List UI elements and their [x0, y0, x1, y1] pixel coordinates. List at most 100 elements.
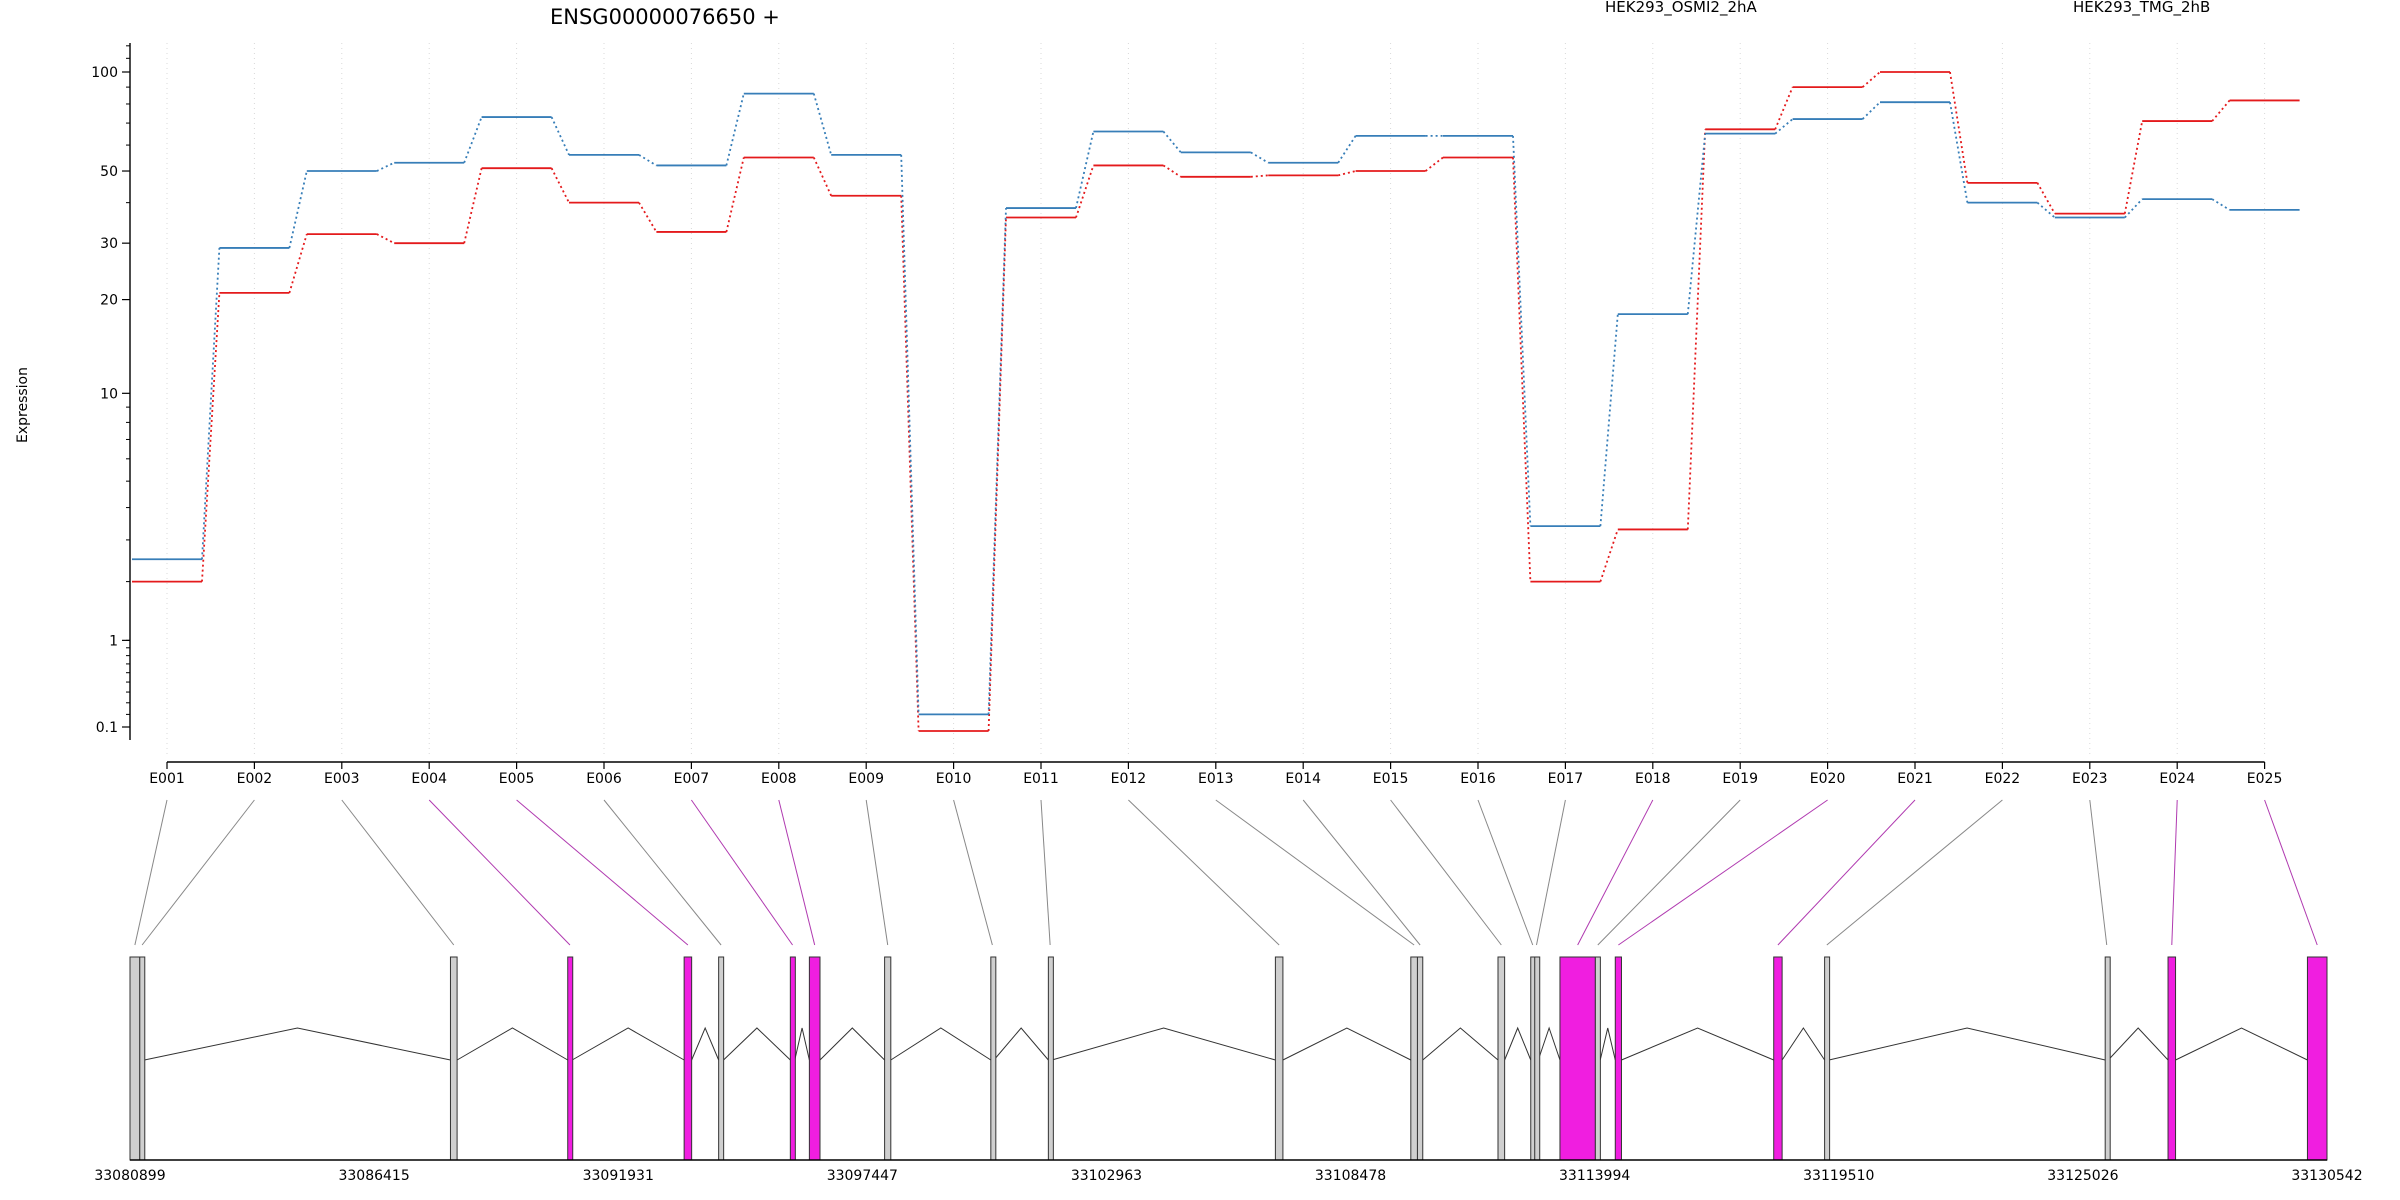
- connector-e008: [778, 799, 816, 946]
- series-connector: [987, 208, 1007, 715]
- x-tick-label-e025: E025: [2247, 771, 2283, 787]
- legend-entry-tmg: HEK293_TMG_2hB: [2073, 0, 2210, 17]
- intron-line: [456, 1027, 568, 1061]
- gene-model: [129, 956, 2328, 1161]
- intron-line: [1828, 1027, 2106, 1061]
- intron-line: [890, 1027, 992, 1061]
- series-connector: [201, 292, 221, 582]
- connector-e013: [1215, 799, 1415, 946]
- connector-e018: [1577, 799, 1654, 946]
- x-tick-label-e002: E002: [237, 771, 273, 787]
- intron-line: [993, 1027, 1049, 1061]
- intron-line: [2107, 1027, 2169, 1061]
- exon-box-e020: [1614, 956, 1622, 1161]
- y-tick-label: 10: [100, 386, 118, 402]
- connector-e022: [1826, 799, 2003, 946]
- y-axis: 0.1 1 10 20 30 50 100: [91, 43, 131, 740]
- connector-e002: [141, 799, 255, 946]
- series-connector: [812, 93, 833, 156]
- series-connector: [550, 116, 570, 156]
- series-connector: [900, 154, 920, 715]
- x-tick-label-e022: E022: [1985, 771, 2021, 787]
- exon-box-e021: [1773, 956, 1783, 1161]
- x-tick-label-e021: E021: [1897, 771, 1933, 787]
- genome-coordinate-label: 33113994: [1559, 1168, 1630, 1184]
- series-connector: [1250, 151, 1269, 164]
- series-connector: [638, 202, 658, 233]
- genome-coordinate-label: 33102963: [1071, 1168, 1142, 1184]
- genome-coordinate-label: 33130542: [2291, 1168, 2362, 1184]
- y-tick-label: 100: [91, 65, 118, 81]
- exon-box-e013: [1410, 956, 1418, 1161]
- series-connector: [1250, 174, 1269, 178]
- x-tick-label-e008: E008: [761, 771, 797, 787]
- intron-line: [1504, 1026, 1532, 1061]
- exon-box-e019: [1594, 956, 1601, 1161]
- series-connector: [1774, 86, 1794, 130]
- series-connector: [1337, 170, 1356, 177]
- exon-box-e005: [683, 956, 693, 1161]
- series-connector: [2211, 99, 2231, 122]
- series-connector: [2123, 120, 2144, 214]
- genome-coordinate-label: 33086415: [338, 1168, 409, 1184]
- series-connector: [1512, 157, 1532, 582]
- y-tick-label: 20: [100, 293, 118, 309]
- x-tick-label-e004: E004: [411, 771, 447, 787]
- connector-e024: [2171, 799, 2178, 946]
- exon-box-e008: [808, 956, 821, 1161]
- series-connector: [1599, 314, 1619, 527]
- x-tick-label-e013: E013: [1198, 771, 1234, 787]
- connector-e021: [1777, 799, 1916, 946]
- intron-line: [723, 1027, 791, 1061]
- intron-line: [571, 1027, 685, 1061]
- genome-coordinate-label: 33080899: [94, 1168, 165, 1184]
- intron-line: [1599, 1027, 1616, 1061]
- series-connector: [1686, 129, 1707, 530]
- connector-e016: [1477, 799, 1534, 946]
- series-connector: [1425, 156, 1444, 172]
- exon-box-e015: [1497, 956, 1506, 1161]
- genome-coordinate-label: 33097447: [827, 1168, 898, 1184]
- x-tick-label-e018: E018: [1635, 771, 1671, 787]
- x-axis: E001 E002 E003 E004 E005 E006 E007 E008 E009 E010…: [149, 761, 2283, 787]
- genome-coordinate-label: 33091931: [583, 1168, 654, 1184]
- x-tick-label-e015: E015: [1373, 771, 1409, 787]
- genome-coordinate-label: 33125026: [2047, 1168, 2118, 1184]
- series-connector: [638, 154, 657, 167]
- series-connector: [1774, 118, 1794, 135]
- exon-box-e009: [884, 956, 892, 1161]
- connector-e020: [1618, 799, 1828, 946]
- connector-e019: [1597, 799, 1741, 946]
- series-connector: [2036, 201, 2056, 219]
- series-connector: [1686, 133, 1707, 315]
- series-connector: [1337, 135, 1357, 164]
- exon-box-e025: [2306, 956, 2328, 1161]
- intron-line: [144, 1027, 451, 1061]
- series-connector: [550, 167, 570, 204]
- x-tick-label-e003: E003: [324, 771, 360, 787]
- exon-box-e011: [1047, 956, 1054, 1161]
- connector-e017: [1536, 799, 1566, 946]
- series-connector: [463, 116, 483, 164]
- exon-box-e018: [1559, 956, 1596, 1161]
- exon-box-e007: [789, 956, 796, 1161]
- series-connector: [376, 233, 395, 244]
- series-connector: [1599, 529, 1619, 582]
- series-connector: [1075, 165, 1095, 218]
- x-tick-label-e023: E023: [2072, 771, 2108, 787]
- intron-line: [1282, 1027, 1412, 1061]
- exon-box-e004: [567, 956, 574, 1161]
- connector-e023: [2089, 799, 2108, 946]
- series-connector: [288, 233, 308, 294]
- x-tick-label-e017: E017: [1548, 771, 1584, 787]
- gridlines: [166, 43, 2266, 756]
- intron-line: [794, 1027, 810, 1061]
- x-tick-label-e012: E012: [1111, 771, 1147, 787]
- x-tick-label-e024: E024: [2159, 771, 2195, 787]
- legend-entry-osmi2: HEK293_OSMI2_2hA: [1605, 0, 1758, 17]
- series-connector: [1162, 164, 1182, 178]
- exon-box-e003: [449, 956, 458, 1161]
- series-connector: [201, 247, 221, 560]
- exon-box-e024: [2167, 956, 2177, 1161]
- chart-title: ENSG00000076650 +: [550, 5, 780, 29]
